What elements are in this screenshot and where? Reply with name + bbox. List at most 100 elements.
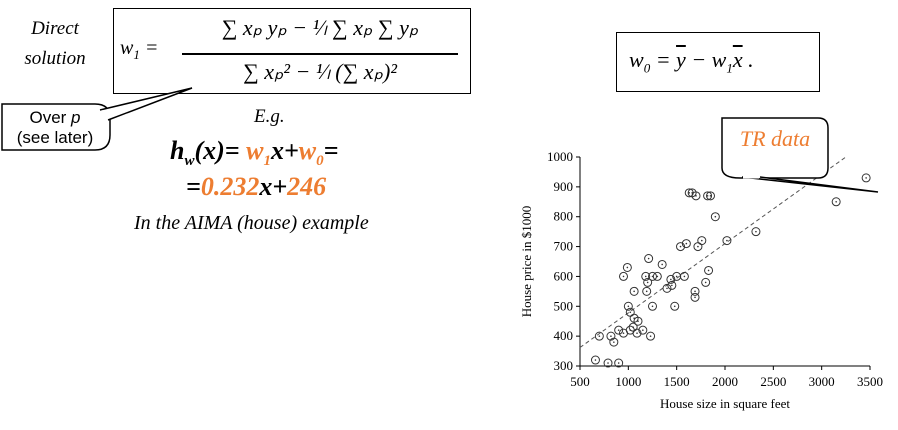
formula1-fraction-bar <box>182 53 458 55</box>
y-tick-label: 300 <box>554 358 574 373</box>
data-point <box>609 337 619 347</box>
data-point <box>646 331 656 341</box>
over-p-callout: Over p (see later) <box>0 108 110 148</box>
x-tick-label: 1500 <box>664 374 690 389</box>
x-tick-label: 3000 <box>809 374 835 389</box>
data-point-center <box>632 326 634 328</box>
data-point <box>691 191 701 201</box>
data-point <box>690 286 700 296</box>
data-point <box>861 173 871 183</box>
data-point-center <box>755 230 757 233</box>
data-point <box>632 328 642 338</box>
data-point-center <box>645 290 648 293</box>
intercept-formula-box: w0 = y − w1x . <box>616 32 820 92</box>
data-point <box>704 265 714 275</box>
data-point-center <box>673 305 676 308</box>
data-point <box>614 358 624 368</box>
data-point <box>648 271 657 281</box>
model-equation: hw(x)= w1x+w0= <box>170 136 339 170</box>
direct-solution-formula-box: w1 = ∑ xₚ yₚ − ¹⁄ₗ ∑ xₚ ∑ yₚ ∑ xₚ² − ¹⁄ₗ… <box>113 8 471 94</box>
data-point-center <box>656 275 659 278</box>
formula1-lhs: w1 = <box>120 37 159 62</box>
data-point-center <box>594 359 597 361</box>
data-point <box>657 259 667 269</box>
data-point <box>701 277 711 287</box>
data-point <box>644 254 654 264</box>
data-point <box>619 271 628 281</box>
y-axis-label: House price in $1000 <box>519 206 534 318</box>
data-point-center <box>637 320 639 323</box>
x-axis-label: House size in square feet <box>660 396 790 411</box>
data-point <box>648 301 657 311</box>
y-tick-label: 900 <box>554 179 574 194</box>
y-tick-label: 700 <box>554 239 574 254</box>
over-p-text: Over <box>29 108 72 127</box>
data-point-center <box>627 305 630 308</box>
eg-label: E.g. <box>254 106 285 127</box>
data-point <box>614 325 624 335</box>
data-point-center <box>709 195 712 197</box>
data-point <box>751 227 761 237</box>
data-point <box>629 286 639 296</box>
x-tick-label: 2000 <box>712 374 738 389</box>
data-point-center <box>617 362 620 364</box>
data-point-center <box>688 192 691 194</box>
data-point-center <box>642 329 644 331</box>
data-point <box>652 271 662 281</box>
data-point <box>633 316 643 326</box>
data-point <box>662 283 672 293</box>
data-point-center <box>617 329 620 331</box>
direct-label-line2: solution <box>24 48 86 69</box>
data-point <box>710 212 720 222</box>
data-point-center <box>607 362 609 364</box>
model-fitted-equation: =0.232x+246 <box>186 172 327 201</box>
data-point-center <box>835 200 837 203</box>
data-point <box>603 358 613 368</box>
data-point-center <box>666 287 668 290</box>
data-point <box>590 355 600 365</box>
y-tick-label: 500 <box>554 298 574 313</box>
data-point <box>594 331 604 341</box>
formula2-text: w0 = y − w1x . <box>629 47 754 76</box>
data-point <box>622 262 632 272</box>
direct-solution-label: Direct solution <box>14 14 96 74</box>
data-point <box>670 301 680 311</box>
data-point-center <box>865 177 867 179</box>
data-point-center <box>622 275 625 278</box>
data-point-center <box>706 195 709 197</box>
data-point <box>697 236 707 246</box>
data-point-center <box>701 239 703 242</box>
data-point-center <box>613 341 615 343</box>
data-point <box>703 191 713 201</box>
data-point-center <box>661 263 663 266</box>
data-point-center <box>610 335 612 337</box>
data-point-center <box>647 257 650 260</box>
x-tick-label: 1000 <box>615 374 641 389</box>
tr-data-label: TR data <box>739 126 811 151</box>
data-point <box>667 280 677 290</box>
data-point-center <box>622 332 625 334</box>
data-point-center <box>697 245 699 248</box>
data-point-center <box>704 281 707 284</box>
data-point <box>706 191 715 201</box>
data-point-center <box>636 332 638 334</box>
x-tick-label: 500 <box>570 374 590 389</box>
data-point <box>642 286 652 296</box>
y-tick-label: 1000 <box>547 149 573 164</box>
formula1-numerator: ∑ xₚ yₚ − ¹⁄ₗ ∑ xₚ ∑ yₚ <box>221 15 419 40</box>
data-point <box>641 271 651 281</box>
data-point-center <box>685 242 688 245</box>
data-point <box>606 331 616 341</box>
data-point <box>676 242 686 252</box>
x-tick-label: 2500 <box>760 374 786 389</box>
data-point <box>681 239 691 249</box>
see-later-text: (see later) <box>16 128 94 147</box>
formula1-denominator: ∑ xₚ² − ¹⁄ₗ (∑ xₚ)² <box>243 59 397 84</box>
data-point-center <box>694 296 696 299</box>
data-point-center <box>670 278 672 281</box>
data-point <box>722 236 732 246</box>
y-tick-label: 400 <box>554 328 574 343</box>
data-point-center <box>707 269 710 272</box>
